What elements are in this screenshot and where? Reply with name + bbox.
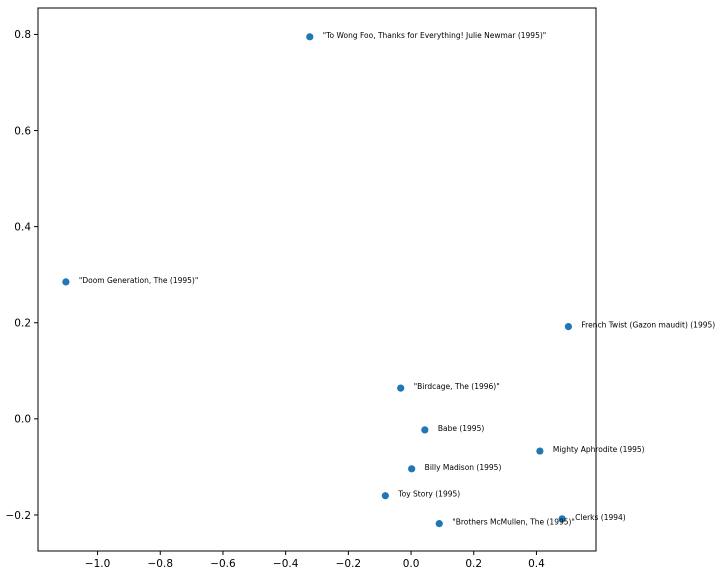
y-tick-label: 0.0 [14,414,31,426]
point-labels: "To Wong Foo, Thanks for Everything! Jul… [79,31,715,527]
x-tick-label: −0.2 [336,558,362,570]
point-label: "To Wong Foo, Thanks for Everything! Jul… [323,31,546,40]
point-label: "Birdcage, The (1996)" [414,382,500,391]
x-tick-label: −0.6 [210,558,236,570]
data-point [435,520,443,528]
data-point [558,515,566,523]
data-point [421,426,429,434]
data-point [397,384,405,392]
data-point [536,447,544,455]
point-label: Toy Story (1995) [397,490,460,499]
x-tick-label: −1.0 [85,558,111,570]
point-label: Billy Madison (1995) [425,463,502,472]
data-point [564,322,573,331]
point-label: Clerks (1994) [575,513,626,522]
data-points [62,33,573,528]
y-tick-label: 0.6 [14,125,31,137]
y-tick-label: 0.2 [14,318,31,330]
y-tick-label: 0.8 [14,29,31,41]
data-point [408,465,416,473]
point-label: Babe (1995) [438,424,485,433]
data-point [62,278,70,286]
x-tick-label: 0.2 [465,558,482,570]
x-axis: −1.0 −0.8 −0.6 −0.4 −0.2 0.0 0.2 0.4 [85,551,545,570]
plot-frame [37,7,597,552]
x-tick-label: 0.0 [403,558,420,570]
point-label: Mighty Aphrodite (1995) [553,445,645,454]
y-axis: −0.2 0.0 0.2 0.4 0.6 0.8 [6,29,38,522]
y-tick-label: 0.4 [14,221,31,233]
x-tick-label: 0.4 [528,558,545,570]
data-point [381,492,389,500]
point-label: French Twist (Gazon maudit) (1995) [581,321,715,330]
x-tick-label: −0.8 [148,558,174,570]
point-label: "Brothers McMullen, The (1995)" [452,518,575,527]
data-point [306,33,314,41]
point-label: "Doom Generation, The (1995)" [79,276,198,285]
x-tick-label: −0.4 [273,558,299,570]
y-tick-label: −0.2 [6,510,32,522]
